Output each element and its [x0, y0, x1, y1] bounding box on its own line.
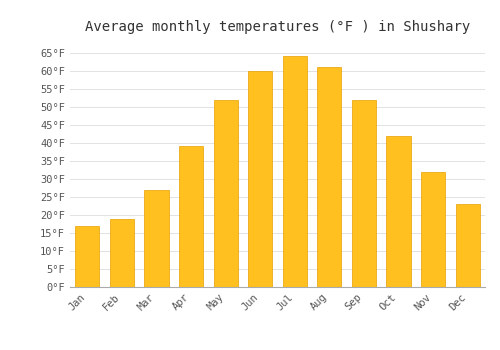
Title: Average monthly temperatures (°F ) in Shushary: Average monthly temperatures (°F ) in Sh… — [85, 20, 470, 34]
Bar — [386, 136, 410, 287]
Bar — [282, 56, 307, 287]
Bar — [179, 147, 203, 287]
Bar — [144, 190, 169, 287]
Bar — [318, 67, 342, 287]
Bar — [421, 172, 445, 287]
Bar — [214, 100, 238, 287]
Bar — [456, 204, 480, 287]
Bar — [248, 71, 272, 287]
Bar — [110, 218, 134, 287]
Bar — [352, 100, 376, 287]
Bar — [75, 226, 100, 287]
